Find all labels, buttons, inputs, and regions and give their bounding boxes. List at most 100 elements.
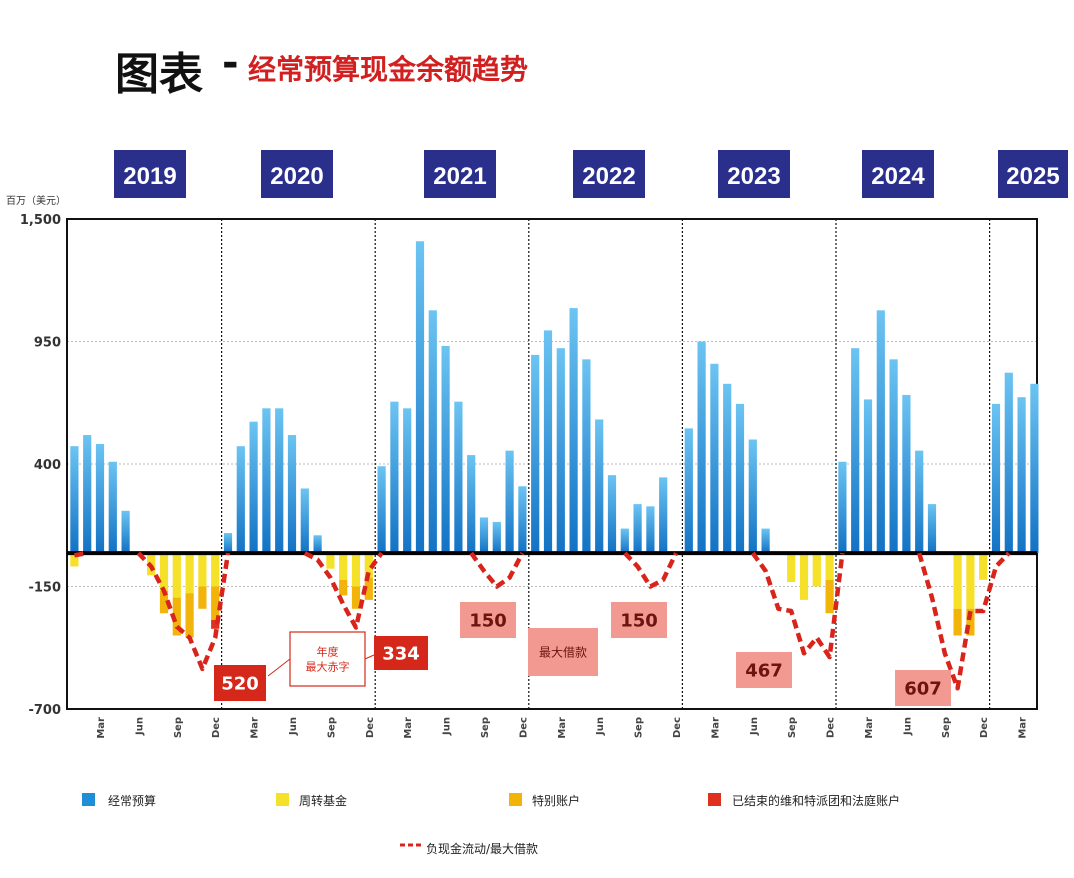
x-tick-label: Jun [134,717,145,736]
year-label: 2022 [582,163,635,190]
bar-regular-budget [390,401,399,554]
bar-regular-budget [275,408,284,554]
bar-regular-budget [927,504,937,554]
legend-label-regular-budget: 经常预算 [108,794,157,808]
x-tick-label: Dec [979,717,990,738]
bar-regular-budget [313,535,322,554]
year-box [261,150,333,198]
bar-special-account [825,579,834,614]
bar-working-capital [979,553,988,580]
bar-regular-budget [70,446,79,554]
x-tick-label: Mar [250,717,261,739]
annotation-text: 150 [620,610,658,631]
bar-regular-budget [582,359,591,554]
year-box [998,150,1068,198]
bar-regular-budget [249,421,258,554]
x-tick-label: Dec [826,717,837,738]
year-label: 2024 [871,163,925,190]
bar-regular-budget [505,450,514,554]
year-box [114,150,186,198]
bar-working-capital [339,553,348,580]
x-tick-label: Jun [595,717,606,736]
bar-regular-budget [851,348,860,554]
y-axis-unit-label: 百万（美元） [6,196,66,207]
bar-special-account [966,608,975,636]
bar-working-capital [825,553,834,580]
bar-special-account [211,586,220,620]
x-tick-label: Sep [941,717,952,738]
negative-cashflow-line [917,551,1011,691]
bar-regular-budget [428,310,437,554]
annotation-box [214,665,266,701]
bar-working-capital [799,553,809,600]
bar-working-capital [812,553,821,587]
bar-regular-budget [415,241,425,554]
legend-label-negative-line: 负现金流动/最大借款 [426,842,539,856]
x-tick-label: Dec [518,717,529,738]
year-label: 2021 [433,163,486,190]
x-tick-label: Jun [288,717,299,736]
negative-cashflow-line [74,550,88,558]
bar-regular-budget [1004,372,1013,554]
x-tick-label: Sep [634,717,645,738]
bar-regular-budget [543,330,553,554]
legend-swatch-working-capital [276,793,289,806]
annotation-box [611,602,667,638]
bar-regular-budget [108,461,117,554]
annotation-connector [267,658,291,677]
bar-regular-budget [838,461,847,554]
x-tick-label: Mar [557,717,568,739]
bar-working-capital [211,553,220,587]
year-label: 2023 [727,163,780,190]
bar-special-account [185,593,194,638]
annotation-text: 最大借款 [539,645,587,659]
annotation-text: 年度 [317,644,339,658]
x-tick-label: Jun [749,717,760,736]
bar-regular-budget [95,443,105,554]
legend-label-working-capital: 周转基金 [299,794,348,808]
bar-regular-budget [441,345,450,554]
negative-cashflow-line [303,551,384,630]
bar-regular-budget [236,446,245,554]
bar-regular-budget [83,435,92,554]
annotation-box [374,636,428,670]
x-tick-label: Mar [1018,717,1029,739]
bar-regular-budget [287,435,297,554]
title-separator: - [222,40,239,86]
annotation-text: 150 [469,610,507,631]
x-tick-label: Mar [403,717,414,739]
bar-special-account [953,608,962,636]
negative-cashflow-line [469,551,525,589]
bar-working-capital [159,553,169,591]
bar-regular-budget [889,359,898,554]
bar-special-account [351,586,361,609]
year-label: 2019 [123,163,176,190]
chart-subtitle: 经常预算现金余额趋势 [248,53,529,86]
bar-special-account [198,586,207,609]
bar-regular-budget [467,455,476,554]
bar-regular-budget [556,348,565,554]
bar-regular-budget [1017,397,1026,554]
x-tick-label: Mar [864,717,875,739]
x-tick-label: Sep [787,717,798,738]
x-tick-label: Sep [480,717,491,738]
bar-regular-budget [121,510,130,554]
y-tick-label: 950 [34,336,61,351]
legend-label-closed-missions: 已结束的维和特派团和法庭账户 [732,794,901,808]
x-tick-label: Mar [96,717,107,739]
year-box [424,150,496,198]
bar-regular-budget [748,439,757,554]
bar-special-account [339,579,348,596]
bar-regular-budget [723,383,732,554]
annotation-box [460,602,516,638]
x-tick-label: Sep [326,717,337,738]
bar-regular-budget [300,488,309,554]
bar-regular-budget [595,419,604,554]
bar-regular-budget [479,517,489,554]
x-tick-label: Dec [365,717,376,738]
bar-working-capital [351,553,361,587]
x-tick-label: Dec [211,717,222,738]
bar-working-capital [966,553,975,609]
y-tick-label: -700 [28,703,61,718]
bar-regular-budget [403,408,412,554]
